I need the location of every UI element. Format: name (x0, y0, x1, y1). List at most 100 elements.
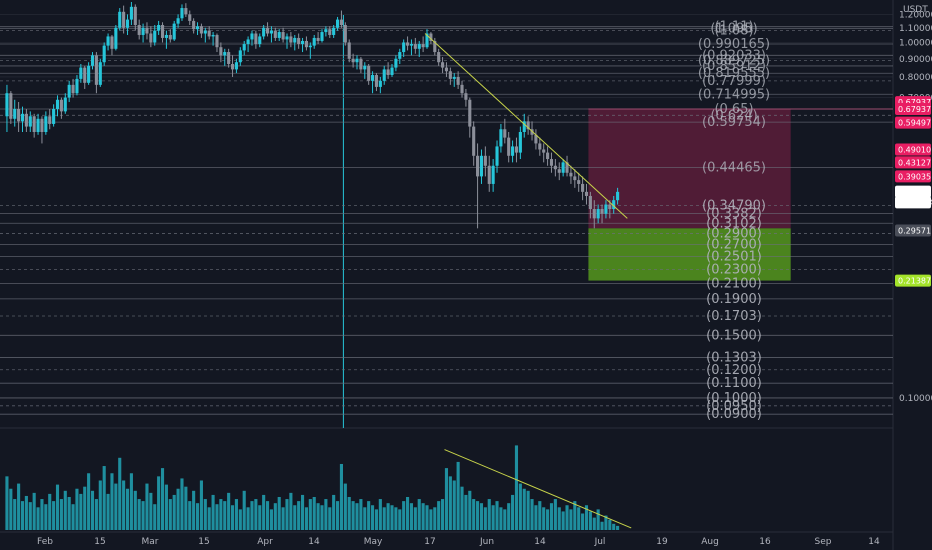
volume-bar (234, 499, 238, 530)
candle (320, 29, 324, 43)
candle (324, 26, 328, 37)
candle-body (312, 37, 316, 46)
candle (542, 143, 546, 163)
volume-bar (195, 503, 200, 530)
volume-bar (581, 513, 585, 530)
candle-body (569, 172, 573, 177)
candle-body (90, 55, 95, 66)
time-tick-label: 14 (534, 537, 546, 547)
volume-bar (472, 499, 476, 530)
volume-bar (36, 507, 40, 530)
candle (242, 40, 246, 56)
volume-bar (398, 509, 402, 530)
candle (160, 22, 165, 43)
candle-body (168, 34, 172, 40)
candle (110, 34, 114, 56)
candle-body (98, 62, 102, 85)
candle (359, 57, 363, 74)
candle (55, 95, 60, 117)
fib-label: (0.2300) (706, 262, 762, 277)
volume-bar (600, 521, 604, 530)
volume-bar (164, 484, 168, 530)
candle (71, 78, 75, 98)
volume-bar (441, 499, 445, 530)
volume-bar (476, 501, 480, 530)
volume-bar (320, 505, 324, 530)
time-axis: Feb 15 Mar 15 Apr 14 May 17 Jun 14 Jul 19 Aug 16 Sep 14 (37, 537, 880, 547)
candle-body (522, 121, 526, 132)
candle (394, 55, 398, 72)
candle-body (441, 62, 445, 68)
candle-body (596, 209, 600, 219)
price-trendline (424, 33, 628, 219)
time-tick-label: Jun (479, 537, 494, 547)
candle (374, 73, 379, 92)
candle (153, 25, 157, 46)
time-tick-label: 19 (656, 537, 668, 547)
candle-body (172, 23, 176, 40)
time-tick-label: May (364, 537, 383, 547)
candle (429, 32, 433, 45)
volume-bar (188, 501, 192, 530)
candle (40, 116, 44, 144)
fib-label: (0.1900) (706, 292, 762, 307)
candle (67, 80, 71, 103)
candle-body (273, 30, 277, 38)
candle-body (581, 183, 585, 192)
candle (238, 47, 242, 66)
badge-label: 0.49010 (898, 145, 931, 154)
candle-body (87, 65, 91, 83)
candle-body (300, 40, 305, 45)
price-badge: 0.21387 (895, 274, 931, 287)
time-tick-label: Sep (815, 537, 832, 547)
volume-bar (28, 502, 32, 530)
candle (277, 29, 281, 41)
fib-label: (0.1703) (706, 309, 762, 324)
volume-bar (499, 507, 503, 530)
candle (507, 131, 511, 163)
candle (514, 137, 519, 163)
candle-body (106, 36, 110, 46)
candle (355, 55, 359, 70)
volume-bar (557, 507, 561, 530)
candle (456, 71, 460, 89)
fib-label: (0.0950) (706, 399, 762, 414)
badge-label: 0.43127 (898, 158, 931, 167)
candle-body (269, 30, 273, 34)
volume-bar (106, 493, 110, 530)
candle (133, 4, 137, 31)
volume-bar (87, 473, 91, 530)
volume-bar (351, 501, 355, 530)
candle (592, 200, 596, 229)
volume-bar (495, 501, 499, 530)
candle (390, 63, 394, 77)
candle-body (456, 76, 460, 85)
fib-label: (0.0900) (706, 407, 762, 422)
candle-body (592, 209, 596, 219)
price-badge: 0.38042 (895, 185, 931, 198)
volume-bar (203, 499, 207, 530)
candle-body (250, 33, 254, 40)
candle (203, 27, 207, 43)
candle-body (40, 118, 44, 132)
price-badge: 0.29571 (895, 224, 931, 237)
candle-body (374, 75, 379, 87)
candle (577, 172, 581, 192)
currency-label: USDT (903, 5, 928, 15)
volume-bar (402, 501, 406, 530)
badge-bg (895, 224, 931, 237)
volume-bar (308, 499, 312, 530)
volume-bar (429, 509, 433, 530)
candle-body (141, 27, 145, 35)
candle-body (215, 34, 219, 48)
candle-body (203, 30, 207, 34)
badge-bg (895, 102, 931, 115)
candle-body (499, 129, 503, 147)
volume-bar (230, 505, 235, 530)
candle (304, 36, 308, 51)
volume-bar (549, 503, 554, 530)
candle-body (110, 36, 114, 49)
price-badge: 13:05:34 (895, 196, 932, 209)
